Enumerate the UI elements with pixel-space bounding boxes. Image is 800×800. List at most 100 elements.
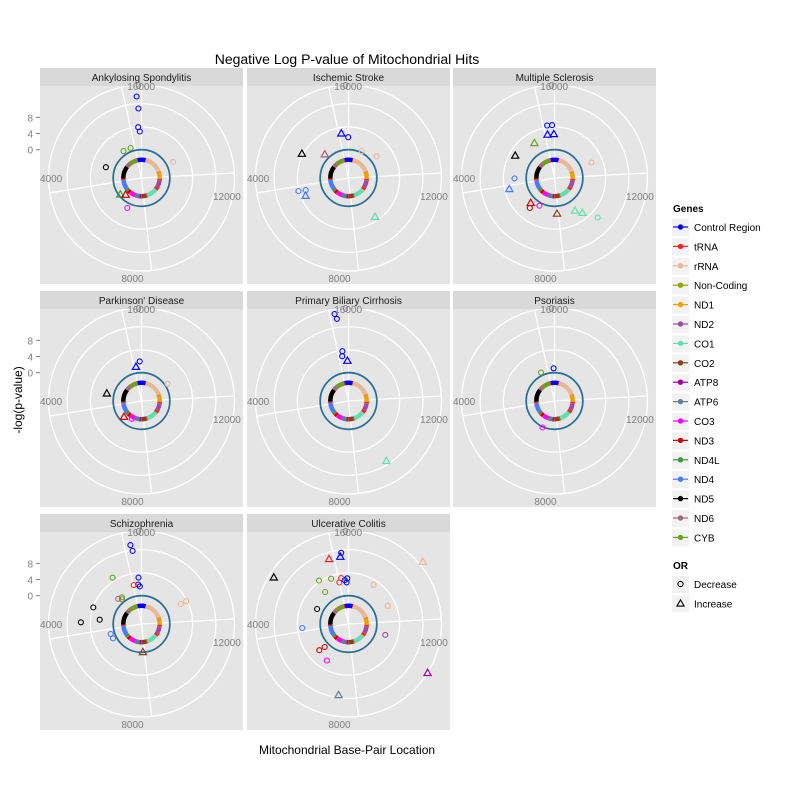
significance-circle — [112, 148, 171, 208]
data-point-co1-increase — [381, 455, 391, 465]
gene-segment-nd5 — [328, 165, 336, 179]
gene-segment-nd6 — [332, 162, 339, 169]
angular-gridline — [141, 395, 235, 402]
gene-segment-co3 — [542, 190, 550, 198]
data-point-control-region-decrease — [136, 583, 143, 590]
legend-label: tRNA — [694, 242, 718, 253]
angle-tick-label: 16000 — [540, 82, 568, 93]
radial-tick-label: 0 — [27, 369, 33, 380]
gene-segment-atp6 — [134, 192, 140, 199]
data-point-nd2-decrease — [382, 631, 389, 638]
data-point-co1-increase — [370, 211, 380, 220]
data-point-nd4-decrease — [295, 188, 302, 195]
gene-segment-rrna — [352, 158, 368, 173]
gene-segment-nd1 — [363, 617, 369, 625]
data-point-co1-increase — [577, 207, 588, 216]
radial-gridline — [460, 309, 649, 495]
data-point-control-region-decrease — [345, 134, 352, 141]
gene-segment-nd5 — [328, 611, 336, 625]
data-point-co2-increase — [552, 208, 562, 217]
data-point-control-region-increase — [542, 129, 553, 138]
legend-label: rRNA — [694, 262, 719, 273]
angular-gridline — [140, 400, 153, 494]
legend-label: ND6 — [694, 514, 714, 525]
significance-circle — [525, 148, 584, 208]
gene-segment-co3 — [336, 190, 344, 198]
gene-segment-rrna — [145, 158, 161, 173]
gene-segment-co3 — [336, 413, 344, 421]
gene-segment-nd2 — [155, 625, 162, 635]
data-point-control-region-decrease — [338, 549, 345, 556]
gene-segment-co3 — [129, 636, 137, 644]
legend-item-rrna: rRNA — [672, 257, 719, 275]
gene-segment-nd5 — [328, 388, 336, 402]
data-point-co3-decrease — [124, 204, 131, 212]
legend-item-nd4: ND4 — [672, 471, 714, 489]
data-point-cyb-decrease — [120, 148, 127, 155]
data-point-nd4-decrease — [511, 175, 518, 182]
radial-tick-label: 8 — [27, 113, 33, 124]
gene-segment-trna — [360, 408, 367, 414]
legend-item-nd1: ND1 — [672, 296, 714, 314]
gene-segment-nd1 — [156, 394, 162, 402]
angle-tick-label: 16000 — [127, 528, 155, 539]
legend-key-dot — [677, 457, 684, 463]
data-point-control-region-increase — [549, 129, 559, 138]
angular-gridline — [554, 172, 648, 179]
radial-tick-label: 4 — [27, 353, 33, 364]
legend-item-co2: CO2 — [672, 354, 715, 372]
angle-tick-label: 16000 — [127, 305, 155, 316]
data-point-nd4-decrease — [109, 635, 117, 642]
gene-segment-co1 — [146, 410, 158, 421]
legend-label: ND4L — [694, 456, 720, 467]
plot-area — [47, 532, 236, 718]
facet-strip — [453, 291, 656, 309]
gene-segment-atp6 — [134, 638, 140, 645]
angular-gridline — [120, 87, 143, 179]
data-point-nd4-decrease — [299, 624, 306, 632]
data-point-cyb-decrease — [537, 369, 545, 376]
gene-segment-co3 — [336, 636, 344, 644]
angular-gridline — [348, 395, 442, 402]
gene-segment-co3 — [129, 190, 137, 198]
y-axis-title: -log(p-value) — [11, 366, 25, 433]
gene-segment-co2 — [348, 416, 354, 422]
gene-segment-cyb — [541, 158, 551, 166]
angular-gridline — [120, 310, 143, 402]
gene-segment-nd6 — [125, 608, 132, 615]
gene-segment-cyb — [335, 604, 345, 612]
data-point-control-region-increase — [336, 128, 346, 137]
gene-segment-nd6 — [332, 385, 339, 392]
data-point-rrna-increase — [418, 556, 428, 565]
data-point-nd5-decrease — [77, 619, 84, 626]
gene-segment-co2 — [348, 639, 354, 645]
gene-segment-nd1 — [156, 171, 162, 179]
gene-segment-nd1 — [363, 171, 369, 179]
significance-circle — [525, 371, 584, 431]
angular-gridline — [327, 87, 350, 179]
legend-key-dot — [677, 534, 684, 541]
data-point-cyb-decrease — [322, 588, 329, 596]
gene-segment-rrna — [558, 381, 574, 396]
angle-tick-label: 4000 — [453, 174, 476, 185]
legend-key-dot — [677, 495, 684, 502]
data-point-cyb-decrease — [328, 575, 335, 582]
gene-segment-cyb — [128, 158, 138, 166]
plot-area — [254, 86, 443, 272]
gene-segment-nd4l — [124, 187, 130, 192]
legend-key-dot — [677, 321, 684, 327]
gene-segment-cyb — [335, 381, 345, 389]
facet-strip-label: Ankylosing Spondylitis — [92, 73, 192, 84]
gene-segment-nd4 — [534, 402, 542, 414]
gene-segment-cyb — [128, 381, 138, 389]
data-point-control-region-increase — [342, 355, 353, 364]
data-point-control-region-decrease — [331, 310, 338, 318]
data-point-control-region-decrease — [133, 93, 140, 100]
data-point-control-region-decrease — [127, 542, 134, 549]
angle-tick-label: 8000 — [121, 720, 144, 731]
gene-segment-co1 — [559, 410, 571, 421]
gene-segment-nd2 — [568, 402, 575, 412]
data-point-rrna-decrease — [588, 159, 595, 166]
